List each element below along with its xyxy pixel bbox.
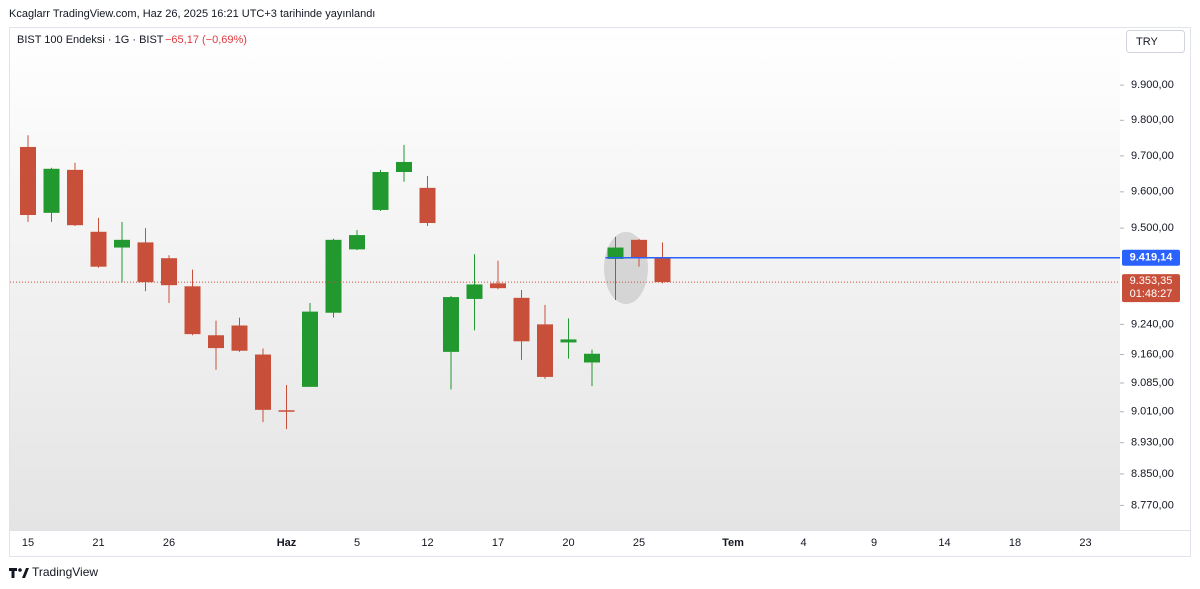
candle-body xyxy=(255,354,271,410)
y-tick-label: 9.010,00 xyxy=(1131,406,1174,418)
candle-body xyxy=(137,242,154,283)
y-tick-label: 9.085,00 xyxy=(1131,377,1174,389)
last-price-box xyxy=(1122,274,1180,303)
x-tick-label: 21 xyxy=(92,537,104,549)
candle-body xyxy=(161,258,177,286)
candle-body xyxy=(208,335,224,349)
candle-body xyxy=(419,187,436,224)
x-tick-label: 18 xyxy=(1009,537,1021,549)
candle-body xyxy=(278,410,295,412)
candle-body xyxy=(67,169,83,226)
y-tick-label: 9.600,00 xyxy=(1131,186,1174,198)
currency[interactable]: TRY xyxy=(1136,36,1158,48)
candle-body xyxy=(231,325,248,351)
candle-body xyxy=(43,168,60,213)
x-tick-label: 15 xyxy=(22,537,34,549)
currency-box[interactable] xyxy=(1126,30,1185,53)
candle-body xyxy=(466,284,483,299)
candle-body xyxy=(584,353,600,363)
y-tick-label: 8.770,00 xyxy=(1131,499,1174,511)
candle-body xyxy=(654,257,671,283)
candle-body xyxy=(372,172,389,210)
brand-logo xyxy=(9,568,29,578)
x-tick-label: 20 xyxy=(562,537,574,549)
x-tick-label: 5 xyxy=(354,537,360,549)
y-tick-label: 9.800,00 xyxy=(1131,114,1174,126)
x-tick-label: Tem xyxy=(722,537,744,549)
last-price-label: 9.353,35 xyxy=(1130,275,1173,287)
candle-body xyxy=(396,161,412,173)
y-tick-label: 9.240,00 xyxy=(1131,318,1174,330)
y-tick-label: 9.500,00 xyxy=(1131,222,1174,234)
y-tick-label: 9.160,00 xyxy=(1131,348,1174,360)
x-tick-label: 4 xyxy=(800,537,806,549)
x-tick-label: 12 xyxy=(421,537,433,549)
x-tick-label: 9 xyxy=(871,537,877,549)
candle-body xyxy=(513,297,530,342)
candle-body xyxy=(325,239,342,313)
candle-body xyxy=(302,311,318,387)
attribution: Kcaglarr TradingView.com, Haz 26, 2025 1… xyxy=(9,8,375,20)
x-tick-label: 25 xyxy=(633,537,645,549)
symbol: BIST 100 Endeksi · 1G · BIST xyxy=(17,34,164,46)
countdown: 01:48:27 xyxy=(1130,288,1173,300)
candle-body xyxy=(443,297,459,352)
x-tick-label: 26 xyxy=(163,537,175,549)
y-tick-label: 9.900,00 xyxy=(1131,79,1174,91)
candle-body xyxy=(114,239,130,248)
candle-body xyxy=(490,283,506,289)
candle-body xyxy=(607,247,624,259)
candle-body xyxy=(90,231,107,267)
horizontal-line-box xyxy=(1122,249,1180,266)
candle-body xyxy=(537,324,553,377)
candle-body xyxy=(184,286,201,335)
horizontal-line-label: 9.419,14 xyxy=(1130,252,1174,264)
y-tick-label: 8.850,00 xyxy=(1131,468,1174,480)
candle-body xyxy=(349,235,365,250)
y-tick-label: 9.700,00 xyxy=(1131,150,1174,162)
x-tick-label: 14 xyxy=(938,537,950,549)
y-tick-label: 8.930,00 xyxy=(1131,437,1174,449)
candle-body xyxy=(560,339,577,343)
plot-background xyxy=(10,28,1120,530)
x-tick-label: 23 xyxy=(1079,537,1091,549)
change: −65,17 (−0,69%) xyxy=(165,34,247,46)
candle-body xyxy=(20,146,36,216)
x-tick-label: Haz xyxy=(277,537,297,549)
brand: TradingView xyxy=(32,565,98,579)
x-tick-label: 17 xyxy=(492,537,504,549)
candle-body xyxy=(631,239,647,259)
